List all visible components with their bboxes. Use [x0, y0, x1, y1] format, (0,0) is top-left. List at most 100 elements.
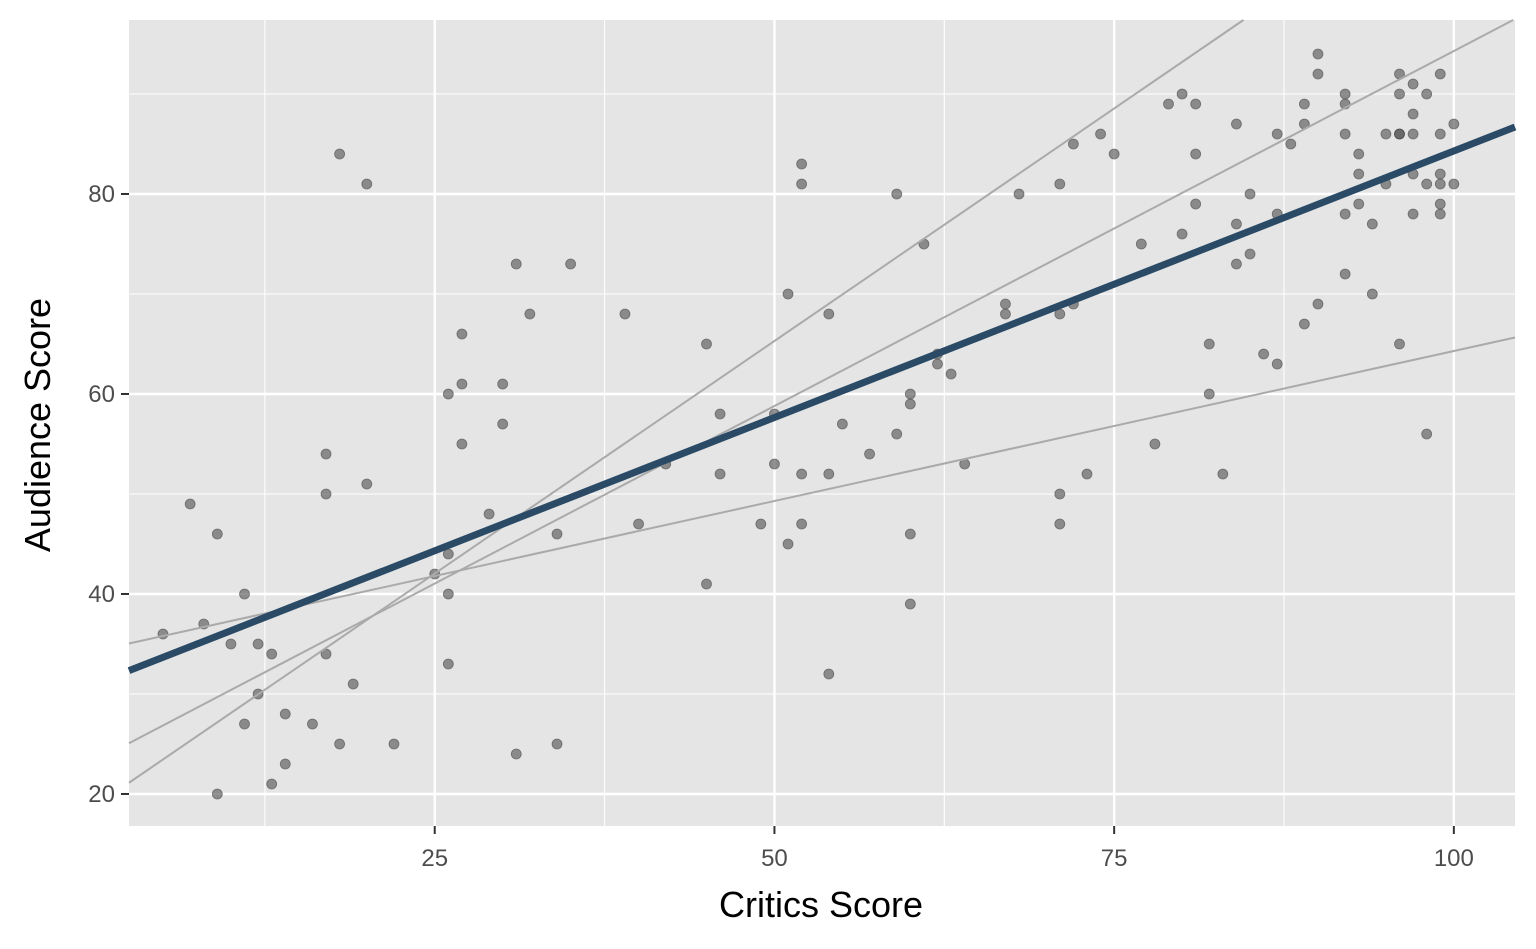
data-point	[782, 288, 794, 300]
data-point	[1312, 68, 1324, 80]
data-point	[1231, 118, 1242, 130]
data-point	[714, 408, 726, 420]
data-point	[796, 178, 808, 190]
data-point	[1434, 178, 1446, 190]
data-point	[497, 378, 509, 390]
data-point	[510, 748, 522, 760]
panel-background	[129, 20, 1515, 826]
data-point	[1081, 468, 1093, 480]
data-point	[361, 478, 373, 490]
data-point	[551, 738, 563, 750]
data-point	[1448, 178, 1460, 190]
data-point	[1394, 128, 1405, 140]
y-tick-label: 20	[88, 781, 115, 808]
x-tick-label: 25	[421, 845, 448, 872]
sample-regression-line	[128, 336, 1516, 645]
data-point	[1421, 88, 1433, 100]
data-point	[307, 718, 318, 730]
data-point	[1108, 148, 1120, 160]
y-axis-title: Audience Score	[17, 298, 58, 552]
data-point	[442, 658, 454, 670]
data-point	[1000, 308, 1011, 320]
y-tick-label: 80	[88, 181, 115, 208]
data-point	[320, 488, 332, 500]
data-point	[1339, 208, 1351, 220]
data-point	[1190, 198, 1202, 210]
data-point	[456, 328, 468, 340]
data-point	[755, 518, 767, 530]
data-point	[1366, 288, 1378, 300]
data-point	[1258, 348, 1270, 360]
data-point	[1353, 168, 1365, 180]
minor-grid	[129, 20, 1515, 826]
data-point	[1271, 128, 1283, 140]
data-point	[266, 778, 278, 790]
data-point	[904, 598, 916, 610]
data-point	[1421, 178, 1433, 190]
data-point	[891, 188, 903, 200]
data-point	[1054, 518, 1066, 530]
y-tick-label: 40	[88, 581, 115, 608]
data-point	[864, 448, 875, 460]
data-point	[904, 528, 916, 540]
data-point	[524, 308, 536, 320]
points-layer	[157, 48, 1460, 800]
data-point	[388, 738, 400, 750]
data-point	[1407, 78, 1419, 90]
data-point	[823, 468, 835, 480]
data-point	[1203, 338, 1215, 350]
data-point	[442, 388, 454, 400]
data-point	[1190, 148, 1202, 160]
data-point	[1353, 148, 1365, 160]
data-point	[1407, 108, 1419, 120]
y-tick-label: 60	[88, 381, 115, 408]
data-point	[836, 418, 848, 430]
data-point	[1244, 248, 1256, 260]
data-point	[456, 438, 468, 450]
data-point	[184, 498, 196, 510]
data-point	[782, 538, 794, 550]
data-point	[211, 528, 223, 540]
data-point	[701, 578, 712, 590]
data-point	[1339, 128, 1351, 140]
data-point	[320, 448, 332, 460]
data-point	[334, 148, 346, 160]
data-point	[904, 398, 916, 410]
data-point	[823, 668, 835, 680]
data-point	[483, 508, 495, 520]
data-point	[1285, 138, 1297, 150]
data-point	[1312, 48, 1324, 60]
data-point	[633, 518, 644, 530]
data-point	[904, 388, 916, 400]
data-point	[279, 708, 291, 720]
data-point	[239, 588, 250, 600]
data-point	[361, 178, 373, 190]
data-point	[442, 588, 454, 600]
x-axis: 25 50 75 100	[421, 826, 1474, 872]
data-point	[1434, 208, 1446, 220]
data-point	[932, 358, 943, 370]
data-point	[1434, 198, 1446, 210]
data-point	[1176, 88, 1188, 100]
data-point	[334, 738, 346, 750]
data-point	[1054, 178, 1066, 190]
data-point	[1394, 338, 1405, 350]
data-point	[1271, 358, 1283, 370]
data-point	[796, 158, 808, 170]
x-tick-label: 100	[1434, 845, 1474, 872]
data-point	[1366, 218, 1378, 230]
data-point	[1421, 428, 1433, 440]
data-point	[1000, 298, 1011, 310]
data-point	[266, 648, 278, 660]
data-point	[796, 468, 808, 480]
data-point	[1407, 128, 1419, 140]
data-point	[456, 378, 468, 390]
data-point	[279, 758, 291, 770]
x-axis-title: Critics Score	[719, 884, 923, 925]
data-point	[1353, 198, 1365, 210]
data-point	[1149, 438, 1161, 450]
data-point	[1434, 68, 1446, 80]
data-point	[701, 338, 712, 350]
x-tick-label: 50	[761, 845, 788, 872]
